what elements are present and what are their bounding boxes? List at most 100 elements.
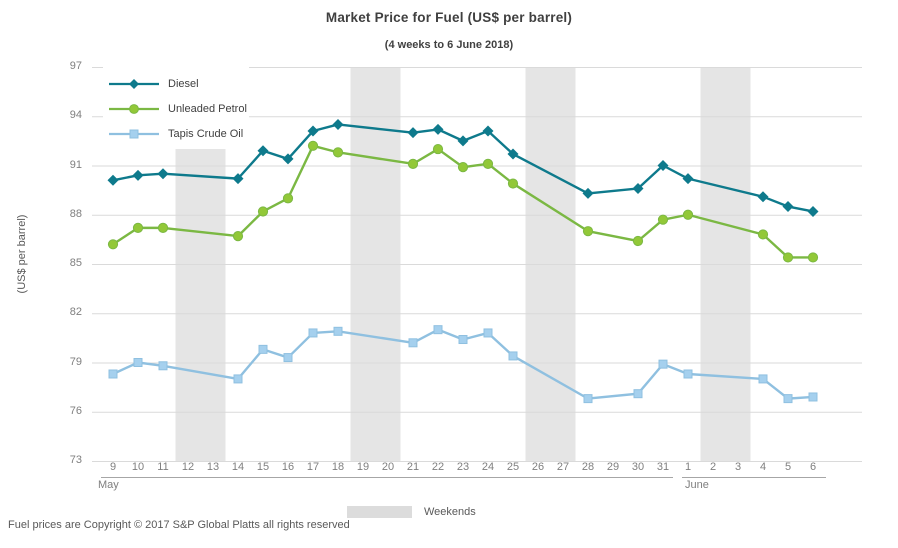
x-tick-4: 4 [759,461,767,473]
x-tick-12: 12 [181,461,195,473]
x-tick-3: 3 [734,461,742,473]
unleaded-petrol-point [682,209,694,220]
x-tick-10: 10 [131,461,145,473]
chart-subtitle: (4 weeks to 6 June 2018) [384,39,514,51]
x-tick-17: 17 [306,461,320,473]
weekend-legend-label: Weekends [424,506,476,518]
diesel-point [432,123,444,135]
tapis-crude-oil-point [233,374,243,384]
y-tick-88: 88 [69,207,82,220]
x-tick-6: 6 [809,461,817,473]
unleaded-petrol-point [432,143,444,155]
tapis-crude-oil-point [158,361,168,371]
weekend-swatch [347,506,412,518]
x-tick-27: 27 [556,461,570,473]
diesel-point [682,173,694,185]
tapis-crude-oil-point [683,369,693,379]
unleaded-petrol-legend-swatch [109,103,159,114]
unleaded-petrol-point [457,162,469,173]
diesel-point [132,169,144,181]
x-tick-14: 14 [231,461,245,473]
tapis-crude-oil-point [108,369,118,379]
month-label-june: June [685,479,709,491]
diesel-point [307,125,319,137]
legend-label-tapis-crude-oil: Tapis Crude Oil [168,127,244,140]
diesel-point [782,201,794,213]
x-tick-11: 11 [157,461,169,473]
legend-label-unleaded-petrol: Unleaded Petrol [168,102,247,115]
unleaded-petrol-point [282,193,294,204]
diesel-point [457,135,469,147]
copyright-footer: Fuel prices are Copyright © 2017 S&P Glo… [8,519,350,531]
diesel-point [582,187,594,199]
series-line-diesel [112,123,814,213]
diesel-point [632,182,644,194]
x-tick-24: 24 [481,461,495,473]
tapis-crude-oil-point [508,351,518,361]
y-tick-97: 97 [69,60,82,72]
unleaded-petrol-point [782,252,794,263]
tapis-crude-oil-point [758,374,768,384]
diesel-point [232,173,244,185]
unleaded-petrol-point [807,252,819,263]
x-tick-1: 1 [684,461,692,473]
legend-item-diesel: Diesel [109,71,249,96]
chart-legend: Diesel Unleaded Petrol Tapis Crude Oil [103,66,249,149]
diesel-point [107,174,119,186]
x-tick-19: 19 [356,461,370,473]
tapis-crude-oil-point [583,394,593,404]
tapis-crude-oil-point [633,389,643,399]
unleaded-petrol-point [507,178,519,189]
x-tick-9: 9 [109,461,117,473]
legend-item-tapis-crude-oil: Tapis Crude Oil [109,121,249,146]
x-tick-18: 18 [331,461,345,473]
tapis-crude-oil-point [408,338,418,348]
x-tick-22: 22 [431,461,445,473]
tapis-crude-oil-point [483,328,493,338]
unleaded-petrol-point [232,230,244,242]
y-tick-91: 91 [69,158,82,171]
unleaded-petrol-point [582,226,594,237]
tapis-crude-oil-legend-marker [129,129,139,138]
tapis-crude-oil-point [333,326,343,336]
diesel-point [657,160,669,171]
diesel-point [507,148,519,160]
y-tick-79: 79 [69,355,82,368]
unleaded-petrol-legend-marker [129,103,139,114]
tapis-crude-oil-point [808,392,818,402]
unleaded-petrol-point [482,158,494,169]
x-tick-15: 15 [256,461,270,473]
x-tick-20: 20 [381,461,395,473]
x-tick-28: 28 [581,461,595,473]
x-tick-26: 26 [531,461,545,473]
axis-line-june [681,477,826,478]
y-tick-82: 82 [69,306,82,319]
y-tick-76: 76 [69,404,82,417]
unleaded-petrol-point [157,222,169,233]
axis-line-may [100,477,673,478]
diesel-point [757,191,769,203]
tapis-crude-oil-point [258,344,268,354]
x-tick-25: 25 [506,461,520,473]
diesel-legend-marker [129,78,139,89]
x-tick-5: 5 [784,461,792,473]
unleaded-petrol-point [407,158,419,169]
tapis-crude-oil-point [308,328,318,338]
diesel-point [332,118,344,130]
diesel-point [807,205,819,217]
x-tick-21: 21 [406,461,420,473]
unleaded-petrol-point [332,147,344,158]
x-tick-16: 16 [281,461,295,473]
legend-label-diesel: Diesel [168,77,199,90]
unleaded-petrol-point [632,235,644,247]
tapis-crude-oil-point [458,335,468,345]
tapis-crude-oil-point [283,353,293,363]
tapis-crude-oil-point [783,394,793,404]
y-tick-85: 85 [69,257,82,269]
unleaded-petrol-point [307,140,319,151]
diesel-point [157,168,169,180]
month-label-may: May [98,479,119,491]
x-tick-29: 29 [606,461,620,473]
